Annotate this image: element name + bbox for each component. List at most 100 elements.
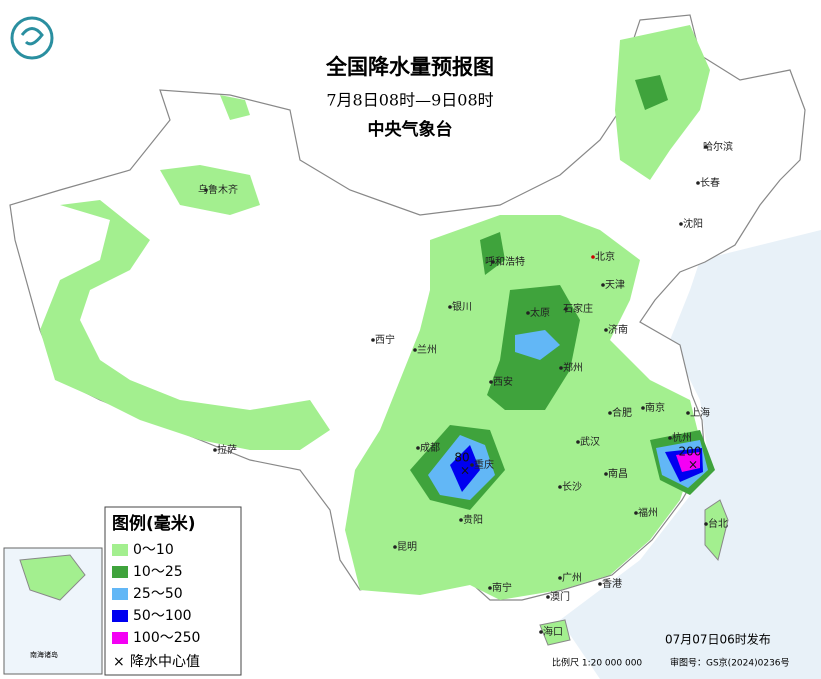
city-label: 福州 — [638, 506, 658, 519]
city-dot — [601, 283, 605, 287]
rain-area — [160, 165, 260, 215]
city-label: 杭州 — [672, 431, 692, 444]
city-dot — [491, 260, 495, 264]
city-dot — [604, 472, 608, 476]
issue-time: 07月07日06时发布 — [665, 632, 771, 647]
legend-swatch — [112, 632, 128, 644]
city-label: 呼和浩特 — [485, 256, 525, 268]
rain-area — [20, 200, 330, 450]
city-dot — [413, 348, 417, 352]
city-dot — [204, 188, 208, 192]
city-dot — [459, 518, 463, 522]
rain-areas: 80×200× — [20, 25, 715, 600]
max-value: 80 — [454, 451, 469, 465]
city-label: 澳门 — [550, 590, 570, 603]
max-value: 200 — [679, 445, 702, 459]
city-dot — [489, 380, 493, 384]
legend-center-symbol: × — [113, 654, 125, 670]
city-label: 北京 — [595, 250, 615, 263]
city-label: 贵阳 — [463, 513, 483, 526]
city-label: 上海 — [690, 406, 710, 419]
city-label: 成都 — [420, 442, 440, 454]
city-label: 兰州 — [417, 343, 437, 356]
legend-swatch — [112, 544, 128, 556]
max-symbol: × — [460, 464, 470, 478]
legend-title: 图例(毫米) — [112, 513, 196, 534]
city-dot — [679, 222, 683, 226]
city-label: 重庆 — [474, 458, 494, 471]
city-dot — [704, 522, 708, 526]
city-dot — [448, 305, 452, 309]
issuer: 中央气象台 — [368, 119, 453, 140]
rain-area — [635, 75, 668, 110]
city-dot — [416, 446, 420, 450]
approval: 审图号：GS京(2024)0236号 — [670, 657, 790, 669]
city-label: 台北 — [708, 517, 728, 530]
city-label: 香港 — [602, 578, 622, 590]
city-dot — [470, 463, 474, 467]
city-dot — [696, 181, 700, 185]
city-dot — [641, 406, 645, 410]
city-label: 拉萨 — [217, 443, 237, 456]
city-dot — [576, 440, 580, 444]
city-dot — [371, 338, 375, 342]
city-label: 长沙 — [562, 481, 582, 493]
legend-label: 25～50 — [133, 586, 183, 602]
city-dot — [608, 411, 612, 415]
city-label: 沈阳 — [683, 217, 703, 230]
city-label: 石家庄 — [563, 302, 593, 315]
city-dot — [393, 545, 397, 549]
max-symbol: × — [688, 458, 698, 472]
city-label: 西安 — [493, 375, 513, 388]
taiwan — [704, 499, 729, 562]
city-dot — [634, 511, 638, 515]
city-label: 济南 — [608, 323, 628, 336]
city-label: 南昌 — [608, 467, 628, 480]
hainan — [539, 619, 571, 646]
city-dot — [604, 328, 608, 332]
logo — [10, 16, 54, 60]
city-label: 天津 — [605, 279, 625, 291]
legend-label: 10～25 — [133, 564, 183, 580]
city-label: 广州 — [562, 572, 582, 584]
city-dot — [704, 145, 708, 149]
rain-area — [480, 232, 505, 275]
city-dot — [213, 448, 217, 452]
legend-label: 50～100 — [133, 608, 192, 624]
rain-area — [220, 95, 250, 120]
city-dot — [686, 411, 690, 415]
city-label: 武汉 — [580, 435, 600, 448]
city-label: 哈尔滨 — [703, 140, 733, 153]
sea — [560, 230, 821, 679]
legend-items: 0～10 10～25 25～50 50～100 100～250 — [112, 542, 200, 646]
rain-area — [676, 452, 700, 472]
city-label: 乌鲁木齐 — [198, 183, 238, 196]
legend-swatch — [112, 588, 128, 600]
city-dot — [668, 436, 672, 440]
city-dot — [546, 595, 550, 599]
city-label: 郑州 — [563, 361, 583, 374]
city-dot — [558, 576, 562, 580]
legend-label: 0～10 — [133, 542, 174, 558]
subtitle: 7月8日08时—9日08时 — [326, 91, 493, 110]
logo-mark — [20, 27, 44, 46]
inset-land — [19, 554, 86, 601]
rain-area — [450, 445, 480, 492]
title: 全国降水量预报图 — [325, 55, 494, 79]
city-dot — [559, 366, 563, 370]
city-label: 西宁 — [375, 333, 395, 346]
legend-label: 100～250 — [133, 630, 200, 646]
legend-center-label: 降水中心值 — [130, 654, 200, 670]
legend-swatch — [112, 610, 128, 622]
city-label: 南京 — [645, 401, 665, 414]
city-dot — [558, 485, 562, 489]
city-label: 长春 — [700, 177, 720, 189]
city-dot — [539, 630, 543, 634]
city-label: 海口 — [543, 625, 563, 638]
city-dot — [564, 307, 568, 311]
rain-area — [515, 330, 560, 360]
city-dot — [598, 582, 602, 586]
scale: 比例尺 1:20 000 000 — [552, 657, 642, 669]
